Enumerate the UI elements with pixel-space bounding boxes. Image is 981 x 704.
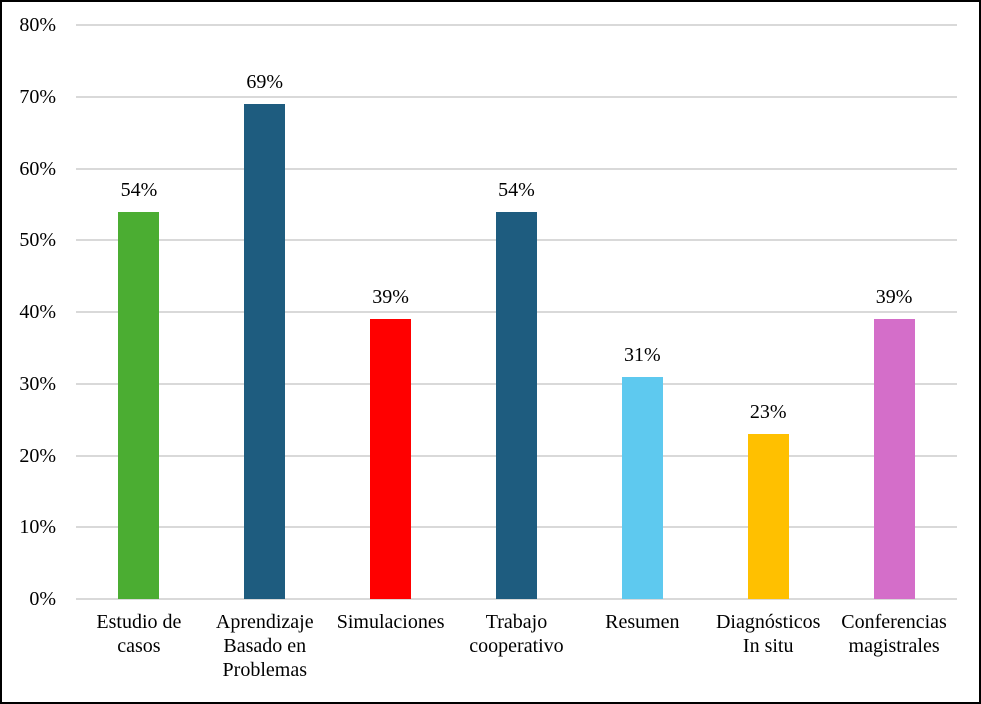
value-label-estudio-de-casos: 54% [120,178,158,201]
y-axis-tick-label: 80% [19,14,56,36]
gridline [76,95,957,98]
gridline [76,167,957,170]
bar-resumen [621,376,663,599]
value-label-diagnosticos-in-situ: 23% [749,400,787,423]
x-axis-line [76,598,957,600]
y-axis-tick-label: 70% [19,85,56,108]
category-label-simulaciones: Simulaciones [336,611,445,633]
y-axis-tick-label: 50% [19,229,56,252]
category-label-conferencias-magistrales: Conferencias magistrales [841,611,947,657]
category-label-diagnosticos-in-situ: Diagnósticos In situ [715,611,821,657]
bar-diagnosticos-in-situ [747,433,789,599]
y-axis-tick-label: 30% [19,372,56,395]
bar-conferencias-magistrales [873,319,915,599]
y-axis-tick-label: 20% [19,444,56,467]
category-label-estudio-de-casos: Estudio de casos [96,611,182,657]
bar-trabajo-cooperativo [496,211,537,599]
y-axis-tick-label: 10% [19,516,56,539]
bar-aprendizaje-basado-en-problemas [244,103,286,599]
y-axis-tick-label: 60% [19,157,56,180]
bar-estudio-de-casos [118,211,160,599]
value-label-simulaciones: 39% [372,286,409,309]
category-label-resumen: Resumen [605,611,680,633]
value-label-trabajo-cooperativo: 54% [498,178,535,201]
value-label-conferencias-magistrales: 39% [875,286,913,309]
category-label-trabajo-cooperativo: Trabajo cooperativo [469,611,564,657]
value-label-aprendizaje-basado-en-problemas: 69% [246,70,284,93]
bar-simulaciones [370,319,412,599]
value-label-resumen: 31% [624,343,661,366]
y-axis-tick-label: 40% [19,301,56,323]
category-label-aprendizaje-basado-en-problemas: Aprendizaje Basado en Problemas [215,611,314,681]
gridline [76,24,957,26]
y-axis-tick-label: 0% [29,588,56,610]
